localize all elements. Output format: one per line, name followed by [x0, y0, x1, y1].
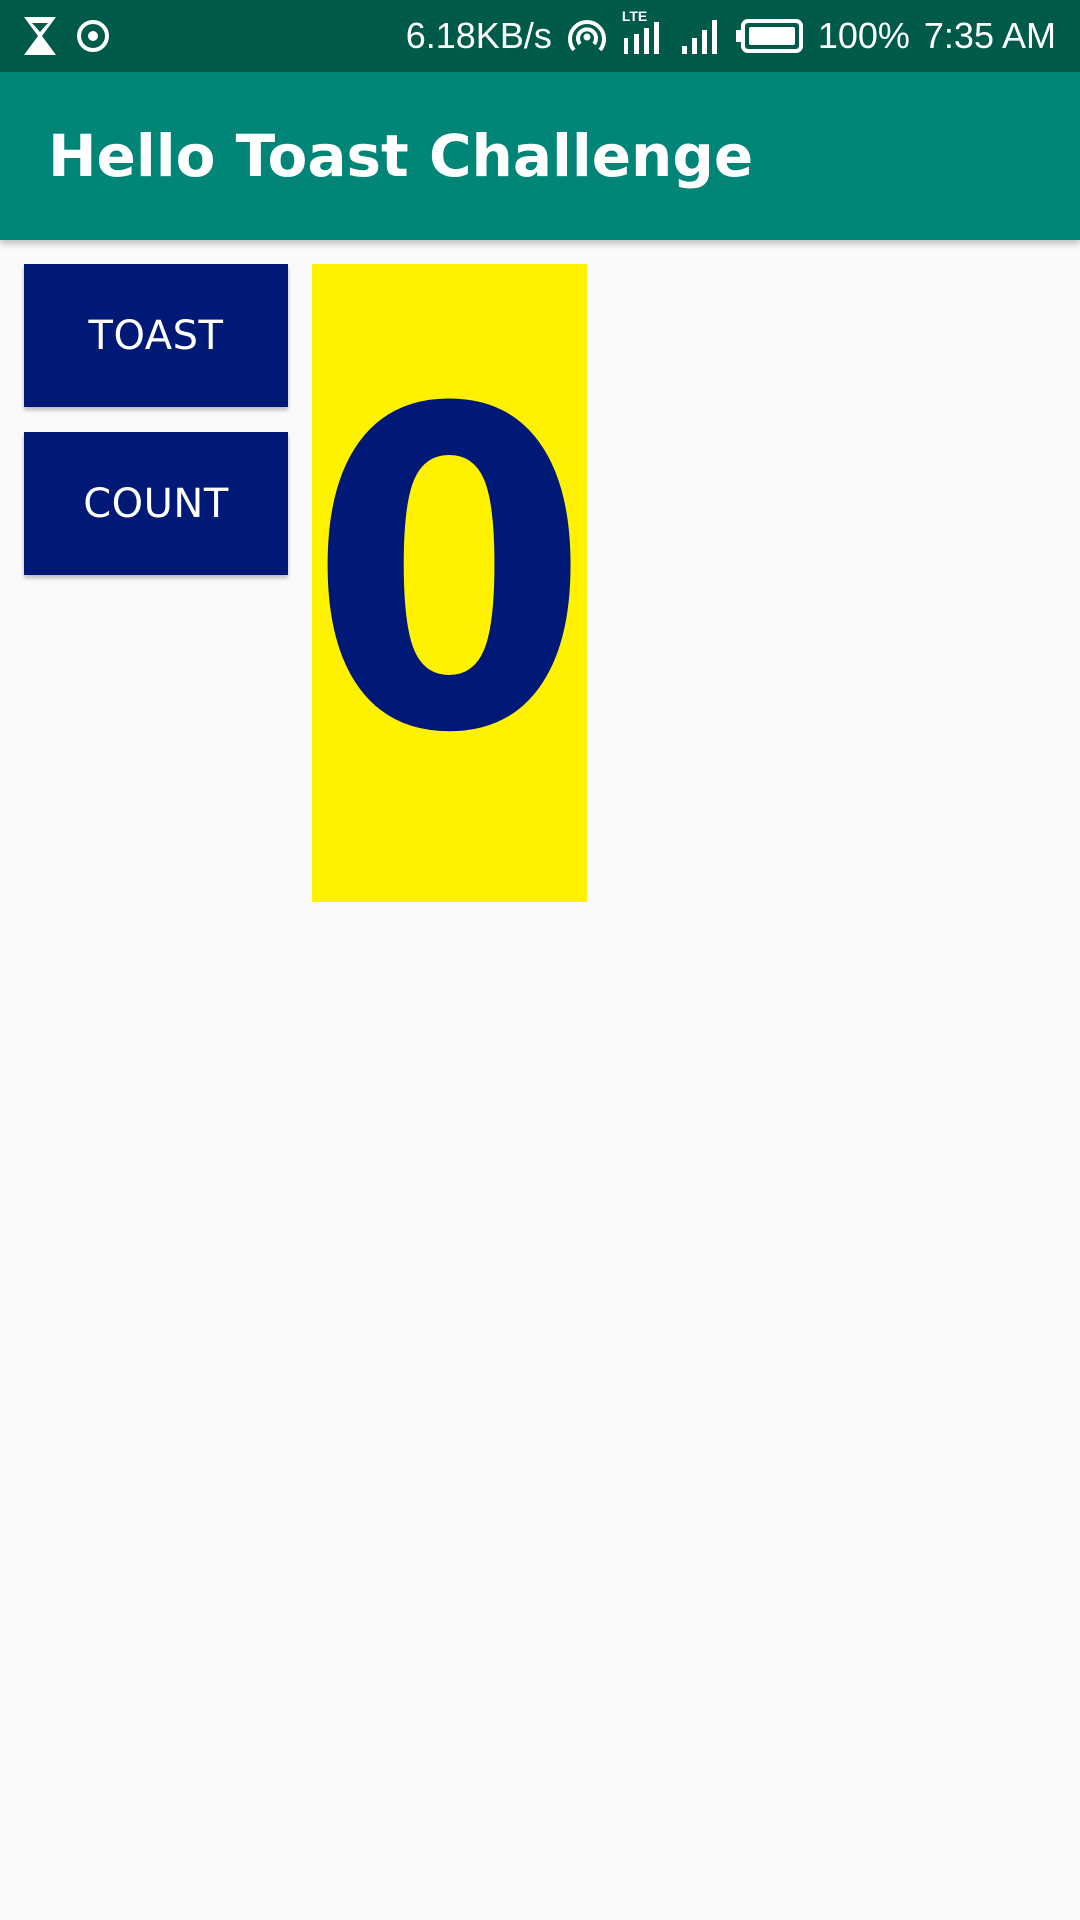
hotspot-icon — [566, 16, 608, 56]
status-left-icons — [22, 0, 110, 72]
battery-icon — [735, 18, 804, 54]
page-title: Hello Toast Challenge — [48, 122, 754, 190]
counter-display: 0 — [309, 264, 590, 902]
clock: 7:35 AM — [923, 15, 1056, 56]
hourglass-icon — [22, 15, 58, 57]
app-bar: Hello Toast Challenge — [0, 72, 1080, 240]
network-speed: 6.18KB/s — [405, 15, 552, 56]
status-right-info: 6.18KB/s LTE — [406, 0, 1056, 72]
count-button[interactable]: COUNT — [24, 432, 288, 575]
counter-value: 0 — [308, 317, 591, 829]
target-icon — [76, 19, 110, 53]
signal-icon — [680, 16, 722, 56]
battery-percent: 100% — [817, 15, 910, 56]
toast-button[interactable]: TOAST — [24, 264, 288, 407]
lte-signal-icon: LTE — [622, 8, 666, 58]
lte-label: LTE — [621, 8, 648, 24]
status-bar: 6.18KB/s LTE — [0, 0, 1080, 72]
